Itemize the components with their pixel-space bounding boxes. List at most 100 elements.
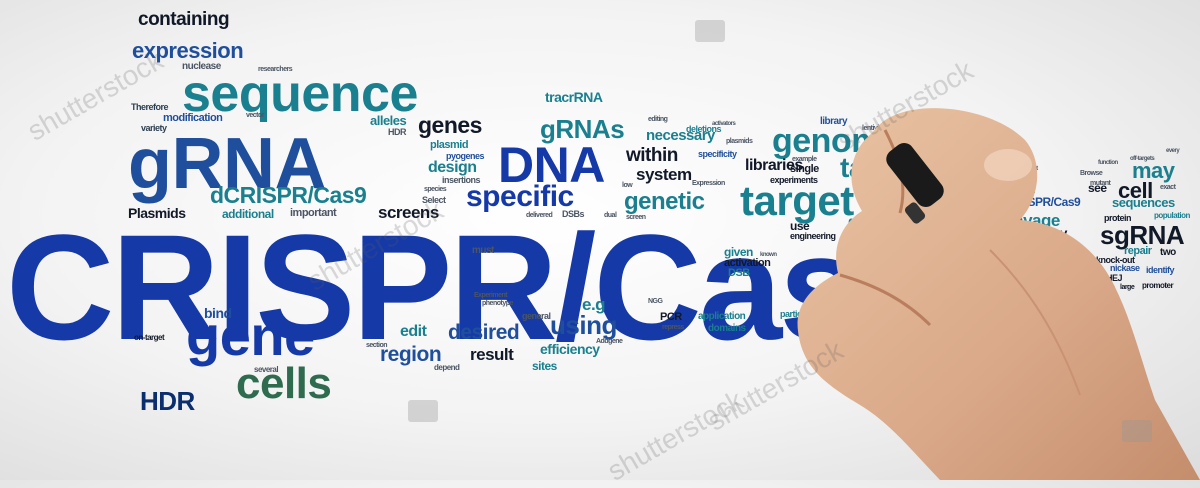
word-species: species: [424, 186, 447, 193]
word-low: low: [622, 182, 633, 189]
watermark-icon: [408, 400, 438, 422]
word-use: use: [790, 219, 810, 233]
word-grna: gRNA: [128, 124, 326, 204]
word-dsb: DSB: [728, 267, 750, 279]
word-single: single: [790, 163, 819, 175]
word-bind: bind: [204, 305, 232, 321]
word-design: design: [428, 159, 477, 176]
word-target: target: [740, 177, 854, 224]
word-phenotype: phenotype: [482, 300, 513, 307]
word-every: every: [1166, 148, 1180, 154]
word-deletions: deletions: [686, 124, 722, 134]
word-general: general: [522, 311, 551, 321]
word-promoter: promoter: [1142, 281, 1174, 290]
word-desired: desired: [448, 321, 520, 344]
word-screens: screens: [378, 203, 439, 222]
word-nhej: NHEJ: [1100, 273, 1123, 283]
word-mutant: mutant: [1090, 180, 1111, 187]
word-known: known: [760, 252, 777, 258]
word-experiments: experiments: [770, 175, 818, 185]
word-experiment: Experiment: [474, 292, 508, 299]
word-genes: genes: [418, 112, 482, 138]
word-dsbs: DSBs: [562, 209, 585, 219]
word-grnas: gRNAs: [540, 114, 625, 144]
word-large: large: [1120, 284, 1135, 291]
word-function: function: [1098, 160, 1118, 166]
word-expression-small: Expression: [692, 180, 725, 187]
word-activators: activators: [712, 121, 736, 127]
word-cell: cell: [1118, 178, 1153, 203]
word-activation: activation: [724, 257, 771, 269]
word-example: example: [792, 156, 817, 163]
word-sgrna: sgRNA: [1100, 220, 1185, 250]
watermark-icon: [695, 20, 725, 42]
word-particular: particular: [780, 309, 817, 319]
word-researchers: researchers: [258, 66, 293, 73]
word-insertions: insertions: [442, 175, 481, 185]
word-may: may: [1132, 158, 1175, 183]
word-hdr: HDR: [140, 386, 195, 416]
word-within: within: [626, 145, 678, 166]
word-sequences: sequences: [1112, 195, 1175, 210]
word-knock-out: knock-out: [1096, 255, 1135, 265]
word-section: section: [366, 342, 388, 349]
word-engineering: engineering: [790, 231, 836, 241]
word-see: see: [1088, 181, 1107, 195]
word-using: using: [550, 310, 617, 340]
word-domains: domains: [708, 323, 746, 334]
word-hdr-small: HDR: [388, 127, 407, 137]
word-crispr-cas9: CRISPR/Cas9: [6, 203, 943, 371]
word-must: must: [472, 245, 494, 256]
word-lentiviral: lentiviral: [862, 125, 886, 132]
word-plasmid: plasmid: [430, 139, 469, 151]
word-off-targets: off-targets: [1130, 156, 1155, 162]
word-therefore: Therefore: [131, 102, 169, 112]
word-tracrrna: tracrRNA: [545, 89, 603, 105]
word-eg: e.g: [582, 295, 606, 314]
word-two: two: [1160, 247, 1176, 258]
word-editing: editing: [648, 116, 668, 123]
word-specificity: specificity: [698, 149, 737, 159]
word-plasmids: plasmids: [726, 138, 753, 145]
word-nickase: nickase: [1110, 263, 1140, 273]
word-pyogenes: pyogenes: [446, 151, 485, 161]
word-expression: expression: [132, 38, 244, 63]
word-library: library: [820, 116, 848, 127]
word-exact: exact: [1160, 184, 1176, 191]
word-system: system: [636, 165, 692, 184]
word-identify: identify: [1146, 265, 1175, 275]
word-gene: gene: [186, 304, 315, 367]
word-necessary: necessary: [646, 127, 715, 144]
word-alleles: alleles: [370, 113, 407, 128]
word-cells: cells: [236, 359, 332, 408]
word-plasmids-cap: Plasmids: [128, 205, 186, 221]
word-libraries: libraries: [745, 157, 803, 174]
word-nuclease: nuclease: [182, 61, 221, 72]
word-depend: depend: [434, 363, 460, 372]
word-select: Select: [422, 195, 446, 205]
word-addgene: Addgene: [596, 338, 623, 345]
word-efficiency: efficiency: [540, 341, 600, 357]
word-result: result: [470, 345, 514, 364]
word-genetic: genetic: [624, 188, 705, 215]
word-edit: edit: [400, 323, 427, 340]
watermark-icon: [1122, 420, 1152, 442]
word-containing: containing: [138, 9, 230, 30]
word-dna: DNA: [498, 137, 605, 193]
word-modification: modification: [163, 112, 223, 124]
word-region: region: [380, 343, 442, 366]
word-vector: vector: [246, 112, 265, 119]
word-dcrispr: dCRISPR/Cas9: [210, 182, 367, 208]
word-sites: sites: [532, 359, 557, 373]
word-protein: protein: [1104, 213, 1132, 223]
word-dual: dual: [604, 212, 617, 219]
word-variety: variety: [141, 123, 167, 133]
word-browse: Browse: [1080, 170, 1103, 177]
word-specific: specific: [466, 180, 574, 213]
word-sequence: sequence: [182, 65, 418, 123]
hand-with-marker-image: [797, 108, 1200, 480]
word-additional: additional: [222, 207, 274, 221]
word-delivered: delivered: [526, 212, 553, 219]
word-pcr: PCR: [660, 311, 682, 323]
word-screen: screen: [626, 214, 646, 221]
